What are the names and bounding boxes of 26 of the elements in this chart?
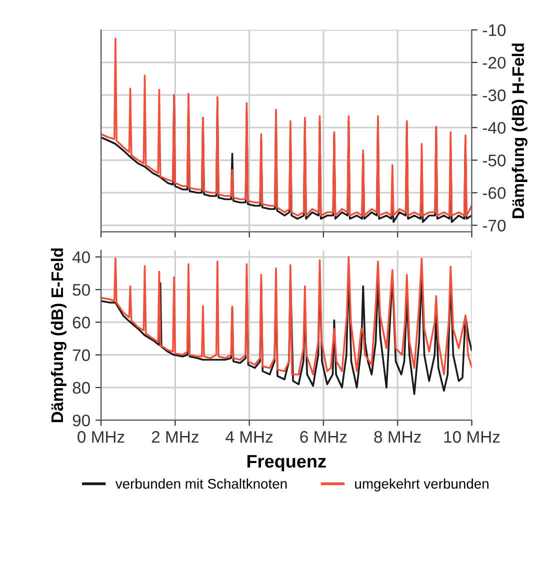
y-tick-label: 50 — [72, 284, 90, 296]
y2-axis-title: Dämpfung (dB) H-Feld — [512, 44, 528, 218]
y-tick-label: 80 — [72, 382, 90, 394]
y2-tick-label: -30 — [482, 89, 506, 102]
y-tick-label: 40 — [72, 251, 90, 264]
y2-tick-label: -40 — [482, 122, 506, 134]
y-axis-title: Dämpfung (dB) E-Feld — [50, 248, 66, 422]
y-tick-label: 60 — [72, 316, 90, 328]
y2-tick-label: -10 — [482, 24, 506, 36]
y2-tick-label: -50 — [482, 154, 506, 166]
x-tick-label: 4 MHz — [226, 431, 273, 443]
x-tick-label: 8 MHz — [374, 431, 421, 443]
x-tick-label: 0 MHz — [78, 431, 124, 443]
legend-label: umgekehrt verbunden — [355, 478, 488, 492]
legend-label: verbunden mit Schaltknoten — [115, 478, 287, 489]
line-series — [101, 38, 472, 216]
y2-tick-label: -60 — [482, 187, 506, 199]
y-tick-label: 70 — [72, 349, 90, 362]
x-tick-label: 2 MHz — [152, 431, 198, 443]
line-series — [101, 256, 472, 376]
x-axis-title: Frequenz — [247, 455, 326, 472]
y2-tick-label: -70 — [482, 220, 506, 232]
x-tick-label: 6 MHz — [300, 431, 347, 443]
y-tick-label: 90 — [72, 414, 90, 426]
y2-tick-label: -20 — [482, 56, 506, 69]
x-tick-label: 10 MHz — [444, 431, 500, 443]
